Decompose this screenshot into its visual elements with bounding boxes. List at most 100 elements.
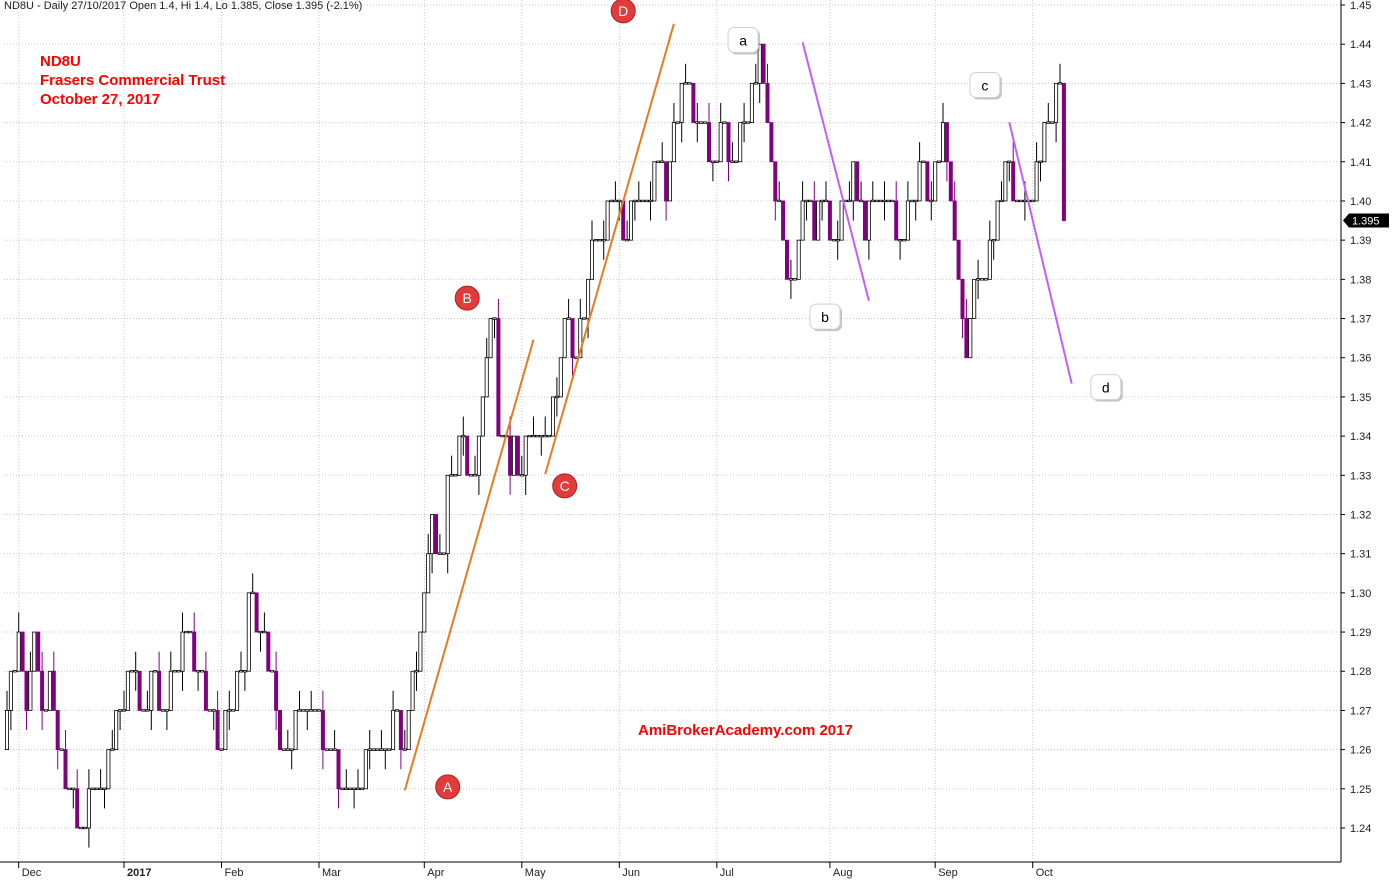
candle [332, 730, 337, 751]
candle-body [289, 748, 294, 751]
candle [886, 199, 891, 203]
candle-body [118, 709, 123, 712]
candle-body [383, 748, 388, 751]
y-tick-label: 1.28 [1350, 666, 1371, 678]
candle [800, 181, 805, 241]
y-tick-label: 1.42 [1350, 118, 1371, 130]
candle-body [391, 710, 396, 751]
candle [79, 826, 84, 830]
candle-body [882, 199, 887, 203]
candle-body [203, 670, 208, 711]
candle-body [164, 709, 169, 712]
candle [86, 769, 91, 848]
candle [820, 199, 825, 221]
candle [742, 102, 747, 143]
candle-body [98, 787, 103, 790]
candle [1019, 199, 1024, 203]
candle [441, 552, 446, 555]
candle [235, 670, 240, 711]
candle-body [703, 121, 708, 124]
candle-body [207, 709, 212, 712]
candle [551, 396, 556, 437]
candle [215, 690, 220, 751]
candle-body [531, 434, 536, 438]
candle-body [1019, 199, 1024, 203]
candle [293, 710, 298, 751]
candle-body [1015, 199, 1020, 203]
candle [582, 317, 587, 320]
candle-body [297, 709, 302, 712]
candle [328, 748, 333, 751]
candle-body [812, 200, 817, 241]
candle [870, 181, 875, 203]
candle [274, 651, 279, 731]
candle [340, 787, 345, 790]
candle-body [613, 199, 618, 203]
candle-body [250, 591, 255, 595]
candle-body [976, 278, 981, 281]
candle [457, 435, 462, 476]
candle [352, 787, 357, 809]
pattern-label-box [809, 303, 841, 330]
candle [71, 787, 76, 809]
candle [500, 434, 505, 438]
candle-body [921, 160, 926, 163]
candle-body [274, 670, 279, 711]
candle-body [629, 200, 634, 241]
candle [94, 787, 99, 790]
candle [917, 142, 922, 202]
candle [430, 514, 435, 574]
candle-body [859, 199, 864, 203]
candle-body [894, 200, 899, 241]
candle-body [777, 199, 782, 203]
candle [433, 514, 438, 555]
y-tick-label: 1.30 [1350, 588, 1371, 600]
candle [964, 298, 969, 359]
candle-body [1046, 121, 1051, 124]
candle [1058, 63, 1063, 85]
candle-body [925, 161, 930, 202]
candle-body [566, 317, 571, 320]
pattern-label-circle [610, 0, 636, 24]
candle [812, 181, 817, 241]
candle [110, 730, 115, 751]
title-symbol: ND8U [40, 53, 81, 70]
candle [839, 200, 844, 241]
candle [192, 612, 197, 672]
candle [566, 298, 571, 320]
candle-body [886, 199, 891, 203]
candle [250, 573, 255, 595]
candle [359, 787, 364, 790]
grid-lines [4, 0, 1340, 862]
candle-body [586, 278, 591, 319]
candle [383, 748, 388, 770]
candle-body [63, 749, 68, 790]
candle-body [488, 318, 493, 359]
candle-body [785, 239, 790, 280]
candle [913, 199, 918, 221]
candle-body [352, 787, 357, 790]
candle [824, 181, 829, 203]
candle-body [266, 631, 271, 672]
candle-body [593, 238, 598, 242]
candle [379, 730, 384, 751]
candle-body [340, 787, 345, 790]
candle-body [652, 161, 657, 202]
candle-body [839, 200, 844, 241]
x-tick-label: Feb [225, 867, 244, 879]
pattern-label-text: b [821, 309, 829, 325]
candle-body [301, 709, 306, 712]
candle-body [24, 670, 29, 711]
last-price-marker: 1.395 [1343, 213, 1389, 228]
candle [102, 787, 107, 809]
candle-body [1030, 199, 1035, 203]
candle [777, 181, 782, 203]
candle-body [761, 43, 766, 84]
last-price-tag [1343, 213, 1389, 228]
candle [1061, 82, 1066, 221]
pattern-label-circle [552, 473, 578, 499]
candle-body [660, 160, 665, 163]
candle [363, 749, 368, 790]
candle [484, 338, 489, 398]
candle [5, 690, 10, 751]
